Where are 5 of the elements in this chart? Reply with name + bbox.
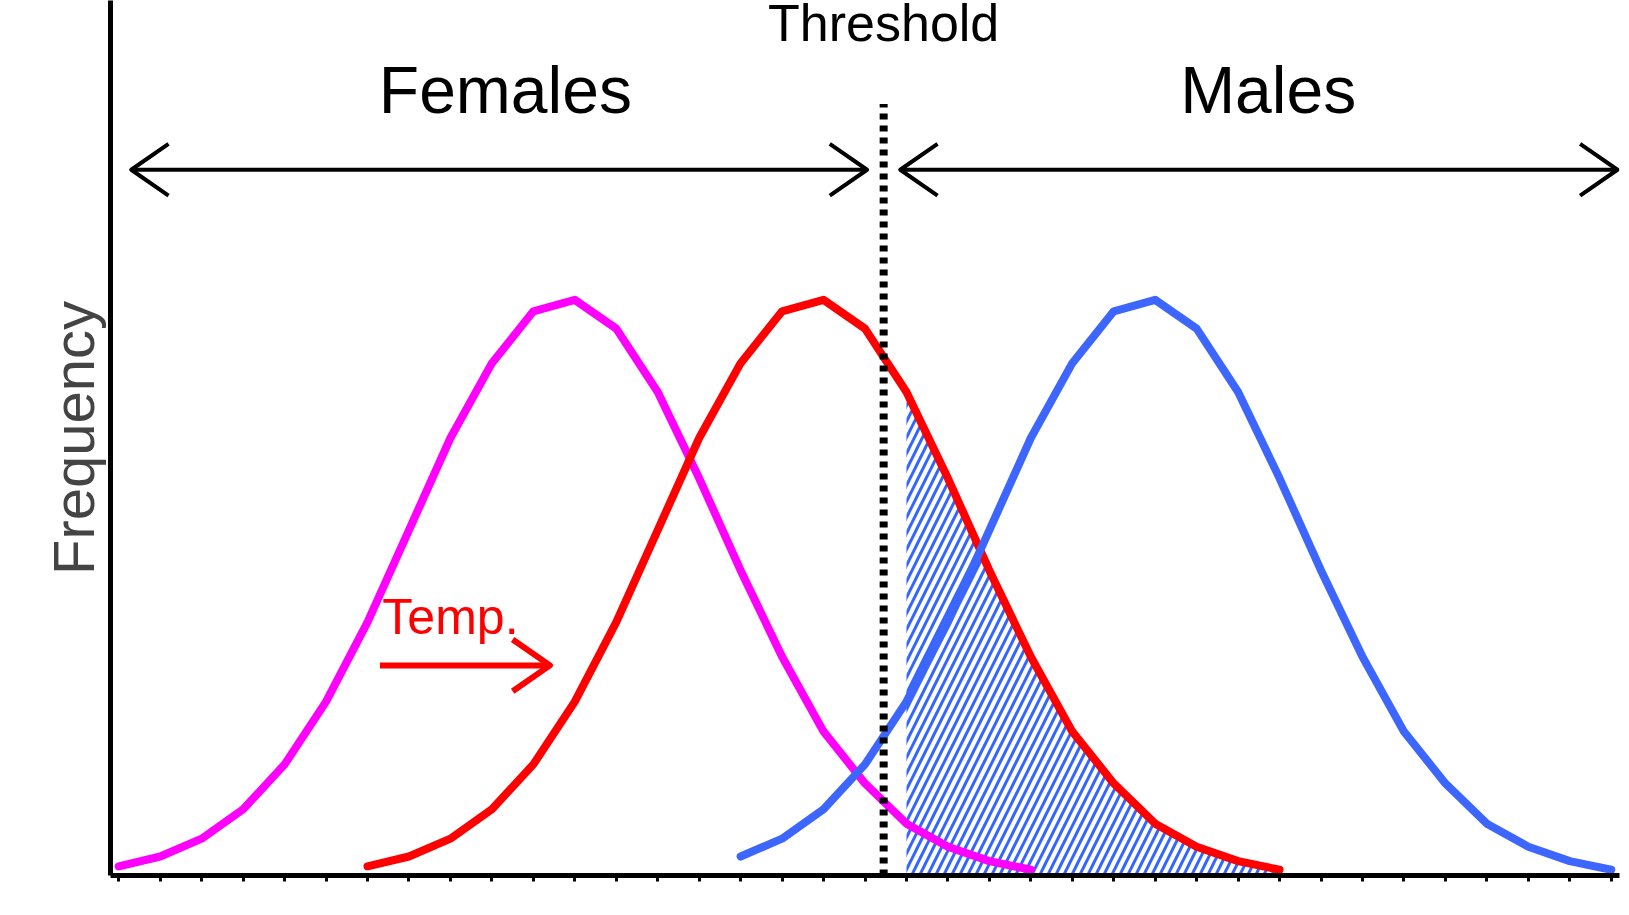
text: Males	[1180, 53, 1357, 128]
text: Females	[378, 53, 632, 128]
y-axis-title: Frequency	[40, 300, 106, 576]
text: Threshold	[768, 0, 1000, 53]
annotation: Temp.	[382, 589, 519, 646]
